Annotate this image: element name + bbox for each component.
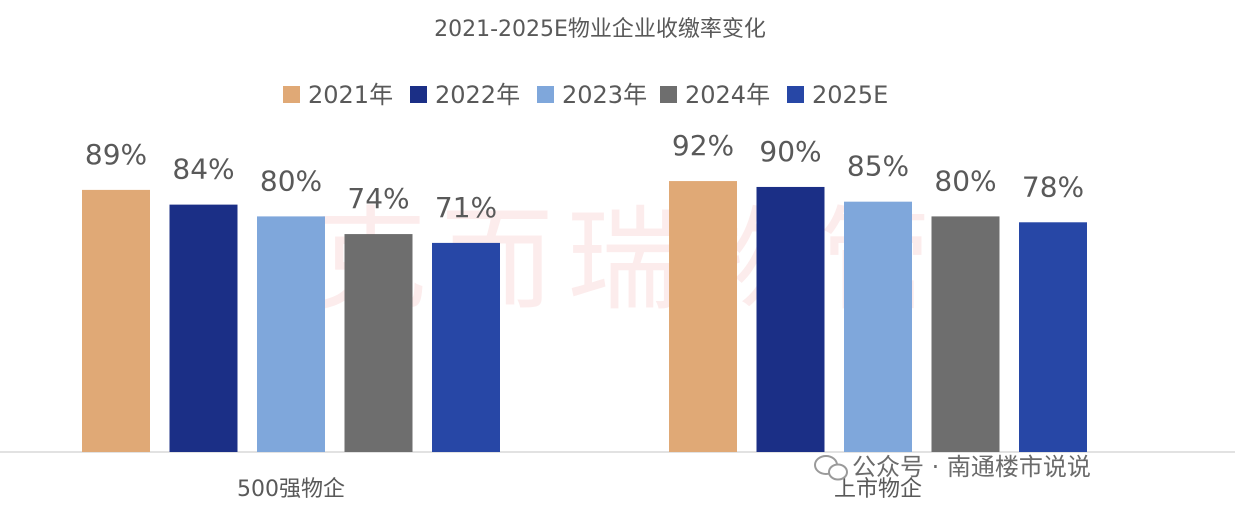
data-label: 71%: [435, 191, 497, 224]
legend-swatch: [660, 86, 677, 103]
footer-text: 公众号 · 南通楼市说说: [852, 453, 1091, 481]
legend-swatch: [537, 86, 554, 103]
watermark: 克而瑞物管: [315, 196, 945, 326]
data-label: 89%: [85, 138, 147, 171]
data-label: 85%: [847, 150, 909, 183]
legend-label: 2021年: [308, 81, 393, 109]
legend-swatch: [410, 86, 427, 103]
bar: [1019, 222, 1087, 452]
bar: [844, 201, 912, 452]
legend-label: 2025E: [812, 81, 888, 109]
data-label: 74%: [347, 182, 409, 215]
bar: [344, 234, 413, 452]
legend-swatch: [283, 86, 300, 103]
data-label: 80%: [260, 164, 322, 197]
legend-label: 2024年: [685, 81, 770, 109]
bar: [432, 242, 500, 452]
bar: [669, 181, 737, 452]
data-label: 78%: [1022, 170, 1084, 203]
data-label: 92%: [672, 129, 734, 162]
data-label: 84%: [172, 153, 234, 186]
bar: [257, 216, 325, 452]
bar: [169, 204, 238, 452]
legend-swatch: [787, 86, 804, 103]
bar: [931, 216, 1000, 452]
x-tick-label: 上市物企: [834, 477, 922, 502]
legend-label: 2022年: [435, 81, 520, 109]
bar: [82, 189, 150, 452]
x-tick-label: 500强物企: [237, 477, 345, 502]
chart-title: 2021-2025E物业企业收缴率变化: [434, 17, 766, 42]
bar: [756, 186, 825, 452]
data-label: 90%: [759, 135, 821, 168]
data-label: 80%: [934, 164, 996, 197]
icon-bubble: [828, 463, 848, 481]
footer-icon: [814, 455, 848, 481]
legend-label: 2023年: [562, 81, 647, 109]
